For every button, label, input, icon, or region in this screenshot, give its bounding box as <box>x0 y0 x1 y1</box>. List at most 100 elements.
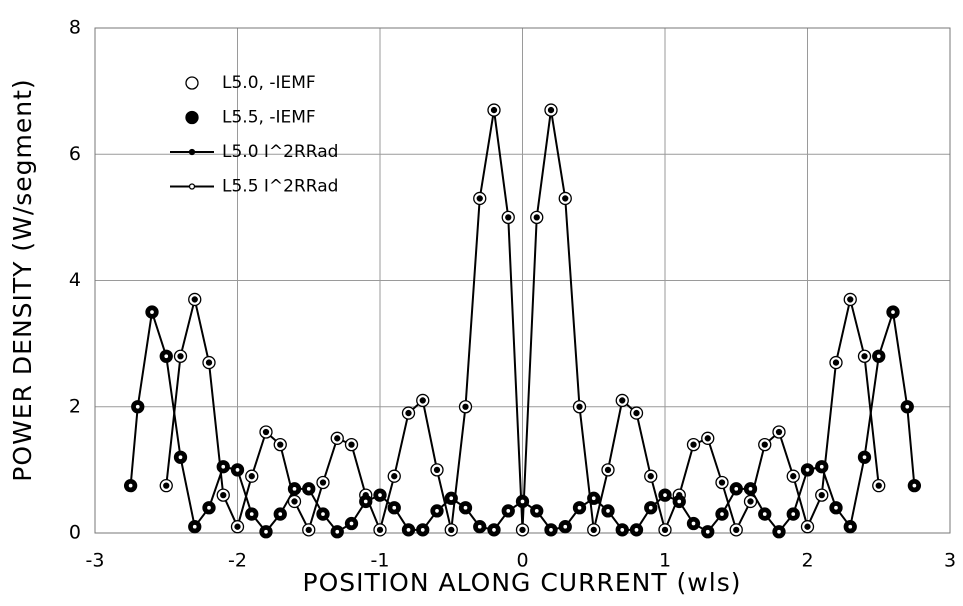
line-point <box>818 491 825 499</box>
line-point <box>362 498 369 505</box>
line-point <box>490 526 498 533</box>
line-point <box>476 195 483 202</box>
line-point <box>177 454 184 461</box>
line-point <box>619 397 626 404</box>
y-tick-label: 0 <box>69 522 81 544</box>
line-point <box>205 504 213 511</box>
line-point <box>562 195 569 202</box>
legend-marker <box>185 110 199 125</box>
line-point <box>519 526 526 533</box>
line-point <box>576 403 583 410</box>
line-point <box>533 507 540 515</box>
line-point <box>576 504 583 511</box>
line-point <box>875 482 882 489</box>
line-point <box>505 214 512 221</box>
line-point <box>177 353 184 360</box>
line-point <box>262 428 270 436</box>
line-point <box>476 523 483 530</box>
line-point <box>433 507 441 515</box>
line-point <box>291 498 298 505</box>
line-point <box>911 482 918 489</box>
x-axis-label: POSITION ALONG CURRENT (wls) <box>303 568 742 597</box>
line-point <box>462 403 469 410</box>
line-point <box>191 296 198 303</box>
line-point <box>419 526 426 533</box>
line-point <box>134 403 141 410</box>
line-point <box>419 397 426 404</box>
line-point <box>277 441 284 448</box>
line-point <box>818 463 825 470</box>
x-tick-label: -1 <box>371 550 390 572</box>
line-point <box>804 523 811 530</box>
line-point <box>619 526 626 533</box>
line-point <box>405 409 412 417</box>
line-point <box>804 466 811 474</box>
line-point <box>747 498 754 505</box>
y-tick-label: 4 <box>69 269 81 291</box>
legend-marker <box>185 76 199 90</box>
line-point <box>847 296 854 303</box>
x-tick-label: 2 <box>801 550 813 572</box>
line-point <box>533 214 540 221</box>
line-point <box>633 409 640 417</box>
line-point <box>790 473 797 480</box>
y-tick-label: 8 <box>69 17 81 39</box>
line-point <box>376 526 384 533</box>
line-point <box>362 491 369 499</box>
line-point <box>861 353 868 360</box>
line-point <box>847 523 854 530</box>
line-point <box>519 498 526 505</box>
line-point <box>775 528 783 535</box>
x-tick-label: 1 <box>659 550 671 572</box>
line-point <box>205 359 213 366</box>
line-point <box>733 485 740 492</box>
line-point <box>334 528 341 535</box>
line-point <box>391 504 398 511</box>
line-point <box>220 491 227 499</box>
x-tick-label: 0 <box>516 550 528 572</box>
line-point <box>733 526 740 533</box>
line-point <box>433 466 441 474</box>
line-point <box>277 510 284 518</box>
line-point <box>775 428 783 436</box>
legend-label: L5.5, -IEMF <box>222 108 316 128</box>
line-point <box>505 507 512 515</box>
legend-marker <box>188 183 196 190</box>
line-point <box>761 510 768 518</box>
line-point <box>904 403 911 410</box>
line-point <box>832 359 840 366</box>
line-point <box>405 526 412 533</box>
line-point <box>291 485 298 492</box>
line-point <box>647 473 654 480</box>
y-axis-label: POWER DENSITY (W/segment) <box>8 78 37 481</box>
line-point <box>127 482 134 489</box>
line-point <box>676 498 683 505</box>
line-point <box>348 441 355 448</box>
line-point <box>262 528 270 535</box>
line-point <box>220 463 227 470</box>
line-point <box>875 353 882 360</box>
line-point <box>590 495 597 502</box>
x-tick-label: -3 <box>86 550 105 572</box>
line-point <box>462 504 469 511</box>
line-point <box>704 528 711 535</box>
line-point <box>234 523 241 530</box>
legend-label: L5.0, -IEMF <box>222 73 316 93</box>
line-point <box>319 510 327 518</box>
line-point <box>348 520 355 527</box>
legend-marker <box>188 148 196 156</box>
line-point <box>661 491 669 499</box>
line-point <box>861 454 868 461</box>
y-tick-label: 2 <box>69 395 81 417</box>
x-tick-label: 3 <box>944 550 956 572</box>
line-point <box>448 495 455 502</box>
line-point <box>547 526 555 533</box>
line-point <box>604 507 612 515</box>
line-point <box>562 523 569 530</box>
line-point <box>633 526 640 533</box>
line-point <box>163 353 170 360</box>
line-point <box>148 308 156 316</box>
line-point <box>191 523 198 530</box>
line-point <box>163 482 170 489</box>
line-point <box>690 441 697 448</box>
